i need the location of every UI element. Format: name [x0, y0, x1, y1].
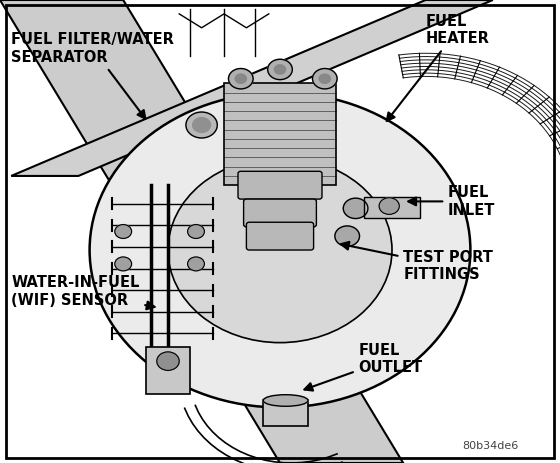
Text: 80b34de6: 80b34de6: [462, 441, 518, 451]
Circle shape: [228, 69, 253, 89]
Circle shape: [90, 93, 470, 407]
FancyBboxPatch shape: [246, 222, 314, 250]
FancyBboxPatch shape: [224, 83, 336, 185]
Circle shape: [115, 225, 132, 238]
Circle shape: [379, 198, 399, 214]
Circle shape: [168, 157, 392, 343]
Circle shape: [343, 198, 368, 219]
Circle shape: [157, 352, 179, 370]
Text: FUEL
HEATER: FUEL HEATER: [387, 14, 489, 121]
Circle shape: [115, 257, 132, 271]
Text: WATER-IN-FUEL
(WIF) SENSOR: WATER-IN-FUEL (WIF) SENSOR: [11, 275, 155, 309]
Circle shape: [268, 59, 292, 80]
Text: TEST PORT
FITTINGS: TEST PORT FITTINGS: [341, 242, 493, 282]
FancyBboxPatch shape: [146, 347, 190, 394]
FancyBboxPatch shape: [238, 171, 322, 199]
Circle shape: [186, 112, 217, 138]
Circle shape: [335, 226, 360, 246]
Circle shape: [188, 257, 204, 271]
Circle shape: [235, 74, 246, 83]
Circle shape: [274, 65, 286, 74]
Circle shape: [319, 74, 330, 83]
Text: FUEL
INLET: FUEL INLET: [408, 185, 496, 218]
FancyBboxPatch shape: [263, 400, 308, 426]
FancyBboxPatch shape: [244, 199, 316, 227]
Text: FUEL FILTER/WATER
SEPARATOR: FUEL FILTER/WATER SEPARATOR: [11, 32, 174, 119]
Polygon shape: [11, 0, 493, 176]
Circle shape: [188, 225, 204, 238]
Circle shape: [193, 118, 211, 132]
FancyBboxPatch shape: [364, 197, 420, 218]
Polygon shape: [0, 0, 403, 463]
Circle shape: [312, 69, 337, 89]
Ellipse shape: [263, 394, 308, 407]
Text: FUEL
OUTLET: FUEL OUTLET: [305, 343, 423, 391]
